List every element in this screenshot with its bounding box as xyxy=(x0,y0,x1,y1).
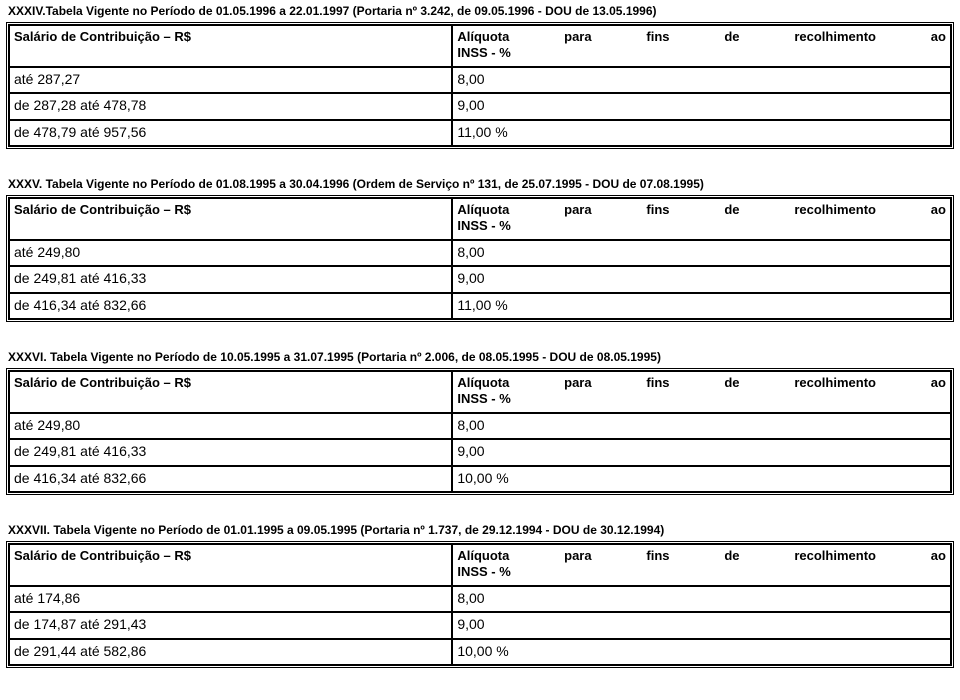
header-rate-word: recolhimento xyxy=(794,548,876,564)
header-rate-line2: INSS - % xyxy=(457,45,946,61)
section-table: Salário de Contribuição – R$ Alíquota para… xyxy=(6,22,954,149)
header-rate-word: ao xyxy=(931,202,946,218)
header-salary: Salário de Contribuição – R$ xyxy=(9,544,452,586)
header-rate-word: para xyxy=(564,548,591,564)
section-title: XXXIV.Tabela Vigente no Período de 01.05… xyxy=(8,4,954,18)
cell-salary: de 249,81 até 416,33 xyxy=(9,266,452,293)
cell-salary: até 249,80 xyxy=(9,413,452,440)
cell-salary: de 249,81 até 416,33 xyxy=(9,439,452,466)
cell-rate: 9,00 xyxy=(452,612,951,639)
cell-rate: 9,00 xyxy=(452,93,951,120)
header-rate: Alíquota para fins de recolhimento aoINSS - % xyxy=(452,544,951,586)
cell-rate: 10,00 % xyxy=(452,639,951,666)
header-rate-word: para xyxy=(564,29,591,45)
table-row: até 249,808,00 xyxy=(9,240,951,267)
section-title: XXXVI. Tabela Vigente no Período de 10.0… xyxy=(8,350,954,364)
header-rate-word: para xyxy=(564,202,591,218)
cell-rate: 9,00 xyxy=(452,266,951,293)
section-table: Salário de Contribuição – R$ Alíquota para… xyxy=(6,541,954,668)
section-title: XXXVII. Tabela Vigente no Período de 01.… xyxy=(8,523,954,537)
cell-rate: 8,00 xyxy=(452,413,951,440)
cell-salary: até 174,86 xyxy=(9,586,452,613)
table-row: de 416,34 até 832,6610,00 % xyxy=(9,466,951,493)
cell-salary: até 287,27 xyxy=(9,67,452,94)
cell-rate: 11,00 % xyxy=(452,120,951,147)
header-rate-word: recolhimento xyxy=(794,375,876,391)
header-rate: Alíquota para fins de recolhimento aoINSS - % xyxy=(452,25,951,67)
header-rate-word: recolhimento xyxy=(794,202,876,218)
header-rate-line2: INSS - % xyxy=(457,564,946,580)
section-2: XXXVI. Tabela Vigente no Período de 10.0… xyxy=(6,350,954,495)
table-row: de 287,28 até 478,789,00 xyxy=(9,93,951,120)
cell-salary: de 174,87 até 291,43 xyxy=(9,612,452,639)
section-table: Salário de Contribuição – R$ Alíquota para… xyxy=(6,195,954,322)
section-0: XXXIV.Tabela Vigente no Período de 01.05… xyxy=(6,4,954,149)
cell-rate: 8,00 xyxy=(452,586,951,613)
table-row: até 249,808,00 xyxy=(9,413,951,440)
header-rate-word: de xyxy=(724,548,739,564)
cell-rate: 9,00 xyxy=(452,439,951,466)
header-salary: Salário de Contribuição – R$ xyxy=(9,198,452,240)
table-header-row: Salário de Contribuição – R$ Alíquota para… xyxy=(9,198,951,240)
section-3: XXXVII. Tabela Vigente no Período de 01.… xyxy=(6,523,954,668)
cell-salary: de 416,34 até 832,66 xyxy=(9,293,452,320)
header-rate-word: Alíquota xyxy=(457,202,509,218)
section-table: Salário de Contribuição – R$ Alíquota para… xyxy=(6,368,954,495)
sections-container: XXXIV.Tabela Vigente no Período de 01.05… xyxy=(6,4,954,668)
table-header-row: Salário de Contribuição – R$ Alíquota para… xyxy=(9,544,951,586)
cell-salary: até 249,80 xyxy=(9,240,452,267)
header-rate-line2: INSS - % xyxy=(457,218,946,234)
cell-rate: 8,00 xyxy=(452,67,951,94)
header-salary: Salário de Contribuição – R$ xyxy=(9,371,452,413)
header-rate-word: de xyxy=(724,375,739,391)
header-rate-word: fins xyxy=(646,375,669,391)
cell-salary: de 291,44 até 582,86 xyxy=(9,639,452,666)
header-rate-word: ao xyxy=(931,548,946,564)
cell-salary: de 416,34 até 832,66 xyxy=(9,466,452,493)
header-rate-word: Alíquota xyxy=(457,375,509,391)
header-rate-word: fins xyxy=(646,29,669,45)
table-row: de 416,34 até 832,6611,00 % xyxy=(9,293,951,320)
table-row: de 174,87 até 291,439,00 xyxy=(9,612,951,639)
section-1: XXXV. Tabela Vigente no Período de 01.08… xyxy=(6,177,954,322)
header-rate-word: de xyxy=(724,29,739,45)
section-title: XXXV. Tabela Vigente no Período de 01.08… xyxy=(8,177,954,191)
table-row: de 478,79 até 957,5611,00 % xyxy=(9,120,951,147)
table-row: de 249,81 até 416,339,00 xyxy=(9,439,951,466)
table-row: de 249,81 até 416,339,00 xyxy=(9,266,951,293)
cell-rate: 11,00 % xyxy=(452,293,951,320)
header-rate-word: Alíquota xyxy=(457,29,509,45)
header-salary: Salário de Contribuição – R$ xyxy=(9,25,452,67)
table-header-row: Salário de Contribuição – R$ Alíquota para… xyxy=(9,371,951,413)
cell-salary: de 287,28 até 478,78 xyxy=(9,93,452,120)
cell-rate: 10,00 % xyxy=(452,466,951,493)
header-rate-word: fins xyxy=(646,548,669,564)
cell-salary: de 478,79 até 957,56 xyxy=(9,120,452,147)
table-header-row: Salário de Contribuição – R$ Alíquota para… xyxy=(9,25,951,67)
table-row: até 287,278,00 xyxy=(9,67,951,94)
cell-rate: 8,00 xyxy=(452,240,951,267)
header-rate-word: para xyxy=(564,375,591,391)
table-row: até 174,868,00 xyxy=(9,586,951,613)
header-rate-line2: INSS - % xyxy=(457,391,946,407)
header-rate: Alíquota para fins de recolhimento aoINSS - % xyxy=(452,371,951,413)
header-rate-word: ao xyxy=(931,375,946,391)
header-rate: Alíquota para fins de recolhimento aoINSS - % xyxy=(452,198,951,240)
header-rate-word: fins xyxy=(646,202,669,218)
table-row: de 291,44 até 582,8610,00 % xyxy=(9,639,951,666)
header-rate-word: de xyxy=(724,202,739,218)
header-rate-word: Alíquota xyxy=(457,548,509,564)
header-rate-word: recolhimento xyxy=(794,29,876,45)
header-rate-word: ao xyxy=(931,29,946,45)
